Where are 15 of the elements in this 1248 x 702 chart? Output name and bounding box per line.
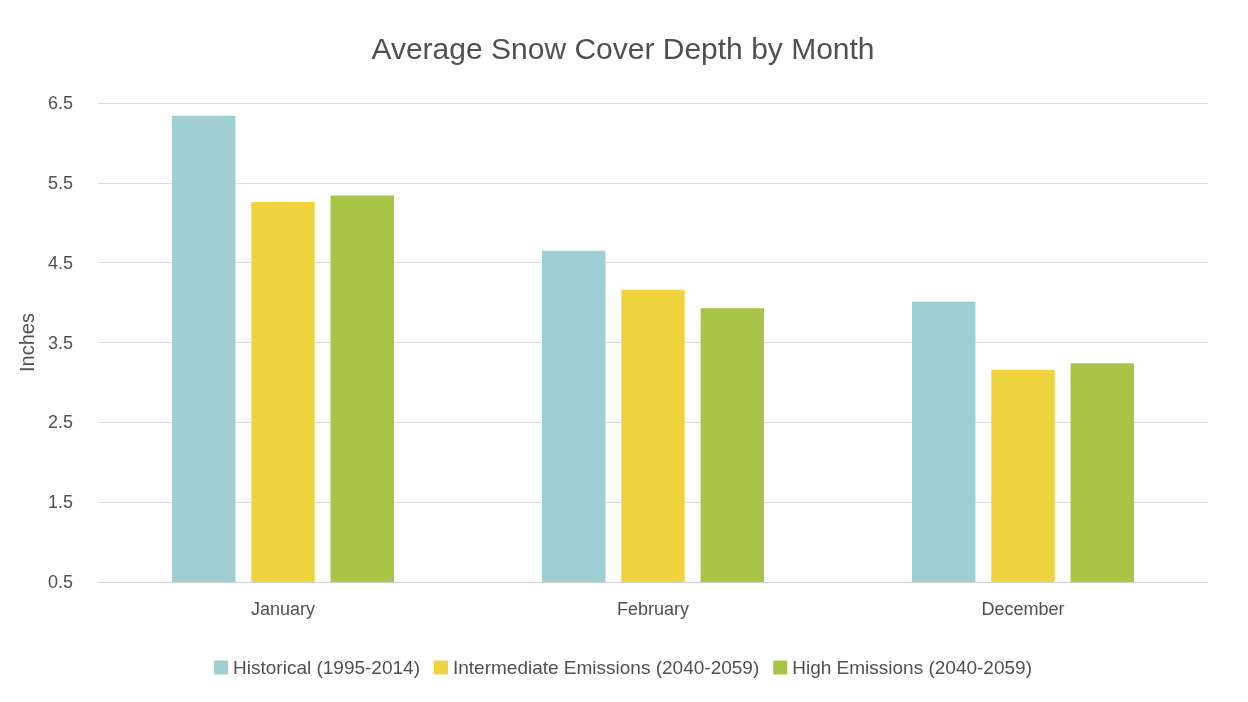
legend-label: Intermediate Emissions (2040-2059) xyxy=(452,657,760,678)
legend-label: Historical (1995-2014) xyxy=(233,657,420,678)
x-tick-label: February xyxy=(616,599,690,619)
y-tick-label: 5.5 xyxy=(47,172,73,193)
x-tick-label: December xyxy=(981,599,1065,619)
y-tick-label: 3.5 xyxy=(47,332,73,353)
y-tick-label: 4.5 xyxy=(47,252,73,273)
y-tick-label: 1.5 xyxy=(47,492,73,513)
y-tick-label: 6.5 xyxy=(47,93,73,113)
y-axis-title: Inches xyxy=(16,313,39,372)
x-tick-label: January xyxy=(250,599,316,619)
y-tick-label: 0.5 xyxy=(47,572,73,592)
y-tick-label: 2.5 xyxy=(47,412,73,433)
chart-title: Average Snow Cover Depth by Month xyxy=(371,31,875,65)
legend-label: High Emissions (2040-2059) xyxy=(792,657,1032,678)
